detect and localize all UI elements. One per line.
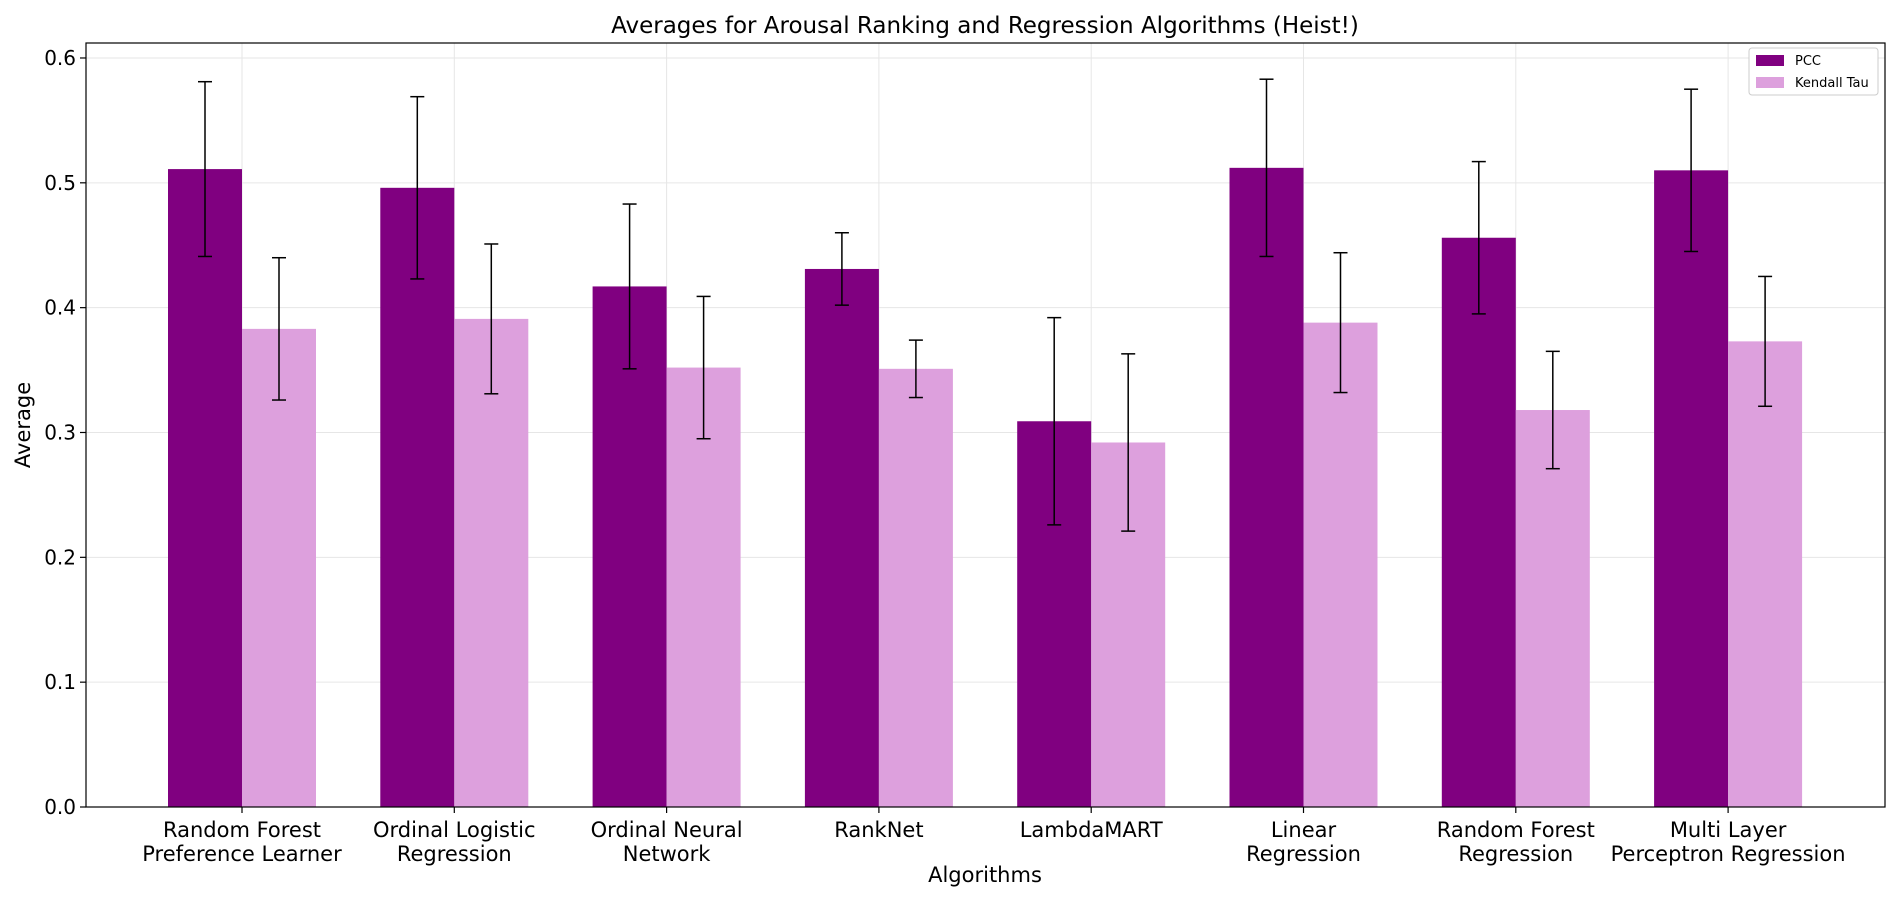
category-label: Ordinal Logistic Regression	[373, 818, 536, 866]
bar-pcc	[592, 286, 667, 807]
bar-pcc	[1441, 237, 1516, 807]
bar-kendall-tau	[1303, 322, 1378, 807]
y-tick-label: 0.1	[44, 670, 76, 694]
bar-kendall-tau	[1515, 410, 1590, 807]
y-tick-label: 0.5	[44, 171, 76, 195]
category-label: Ordinal Neural Network	[591, 818, 743, 866]
x-axis-label: Algorithms	[928, 863, 1042, 887]
category-label: Multi Layer Perceptron Regression	[1611, 818, 1846, 866]
bar-pcc	[1229, 167, 1304, 807]
bar-pcc	[1654, 170, 1729, 808]
bar-pcc	[168, 169, 242, 807]
y-tick-label: 0.6	[44, 46, 76, 70]
category-label: Random Forest Regression	[1437, 818, 1595, 866]
category-label: Linear Regression	[1246, 818, 1361, 866]
plot-frame	[85, 42, 1886, 808]
grid-lines	[86, 43, 1885, 808]
bar-pcc	[380, 187, 455, 808]
bar-pcc	[804, 268, 879, 808]
legend-label-kendall-tau: Kendall Tau	[1795, 76, 1869, 91]
legend-label-pcc: PCC	[1795, 54, 1821, 69]
error-bars-group	[198, 78, 1773, 532]
y-tick-label: 0.2	[44, 545, 76, 569]
bar-kendall-tau	[454, 318, 529, 807]
bars-group	[168, 167, 1803, 808]
y-tick-label: 0.4	[44, 296, 76, 320]
chart-title: Averages for Arousal Ranking and Regress…	[611, 13, 1359, 39]
y-tick-label: 0.3	[44, 420, 76, 444]
y-axis-ticks: 0.0 0.1 0.2 0.3 0.4 0.5 0.6	[44, 46, 86, 819]
bar-kendall-tau	[1728, 341, 1803, 807]
bar-kendall-tau	[878, 368, 953, 807]
y-tick-label: 0.0	[44, 795, 76, 819]
y-axis-label: Average	[11, 382, 35, 468]
bar-kendall-tau	[666, 367, 741, 807]
legend-swatch-kendall-tau	[1756, 77, 1784, 88]
legend-swatch-pcc	[1756, 55, 1784, 66]
bar-kendall-tau	[242, 328, 316, 807]
legend: PCC Kendall Tau	[1748, 47, 1879, 96]
x-axis-ticks: Random Forest Preference Learner Ordinal L…	[142, 807, 1846, 866]
category-label: LambdaMART	[1020, 818, 1163, 842]
category-label: Random Forest Preference Learner	[142, 818, 342, 866]
category-label: RankNet	[834, 818, 923, 842]
